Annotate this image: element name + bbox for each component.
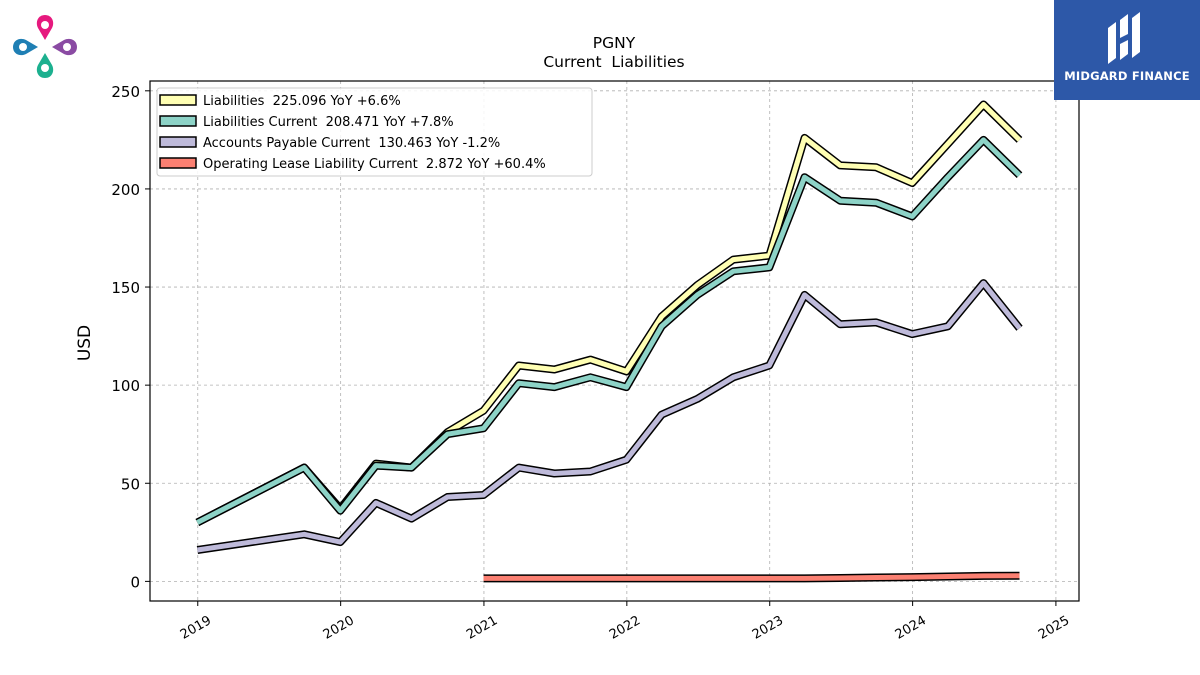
legend: Liabilities 225.096 YoY +6.6% Liabilities… bbox=[156, 87, 593, 177]
y-tick-label: 50 bbox=[121, 475, 140, 493]
series-line bbox=[196, 279, 1023, 554]
x-tick-label: 2023 bbox=[750, 613, 786, 643]
y-tick-label: 100 bbox=[111, 377, 140, 395]
four-petal-logo-icon bbox=[13, 15, 77, 78]
x-tick-label: 2020 bbox=[321, 613, 357, 643]
legend-label: Liabilities 225.096 YoY +6.6% bbox=[203, 94, 401, 109]
y-tick-label: 150 bbox=[111, 279, 140, 297]
y-axis-label: USD bbox=[75, 325, 95, 361]
legend-label: Operating Lease Liability Current 2.872 … bbox=[203, 157, 546, 172]
y-tick-label: 250 bbox=[111, 83, 140, 101]
series-line-fill bbox=[196, 137, 1022, 525]
series-line-outline bbox=[196, 279, 1023, 554]
brand-logo-box: MIDGARD FINANCE bbox=[1054, 0, 1200, 100]
series-line-fill bbox=[197, 280, 1022, 553]
x-tick-label: 2022 bbox=[607, 613, 643, 643]
legend-swatch bbox=[159, 115, 197, 127]
chart-title: PGNY bbox=[593, 34, 636, 52]
chart-subtitle: Current Liabilities bbox=[543, 53, 684, 71]
brand-name: MIDGARD FINANCE bbox=[1064, 69, 1190, 83]
legend-swatch bbox=[159, 94, 197, 106]
y-tick-label: 200 bbox=[111, 181, 140, 199]
legend-swatch bbox=[159, 157, 197, 169]
midgard-finance-logo-icon bbox=[1108, 12, 1140, 64]
series-line bbox=[195, 135, 1023, 527]
legend-swatch bbox=[159, 136, 197, 148]
legend-label: Accounts Payable Current 130.463 YoY -1.… bbox=[203, 136, 500, 151]
plot-frame bbox=[149, 80, 1080, 602]
series-line bbox=[483, 571, 1020, 583]
legend-label: Liabilities Current 208.471 YoY +7.8% bbox=[203, 115, 454, 130]
x-tick-label: 2019 bbox=[178, 613, 214, 643]
y-tick-label: 0 bbox=[130, 573, 140, 591]
legend-box bbox=[156, 87, 593, 177]
series-line-fill bbox=[483, 573, 1020, 581]
x-tick-label: 2021 bbox=[464, 613, 500, 643]
x-tick-label: 2024 bbox=[893, 613, 929, 643]
series-lines bbox=[195, 100, 1023, 583]
x-tick-label: 2025 bbox=[1036, 613, 1072, 643]
